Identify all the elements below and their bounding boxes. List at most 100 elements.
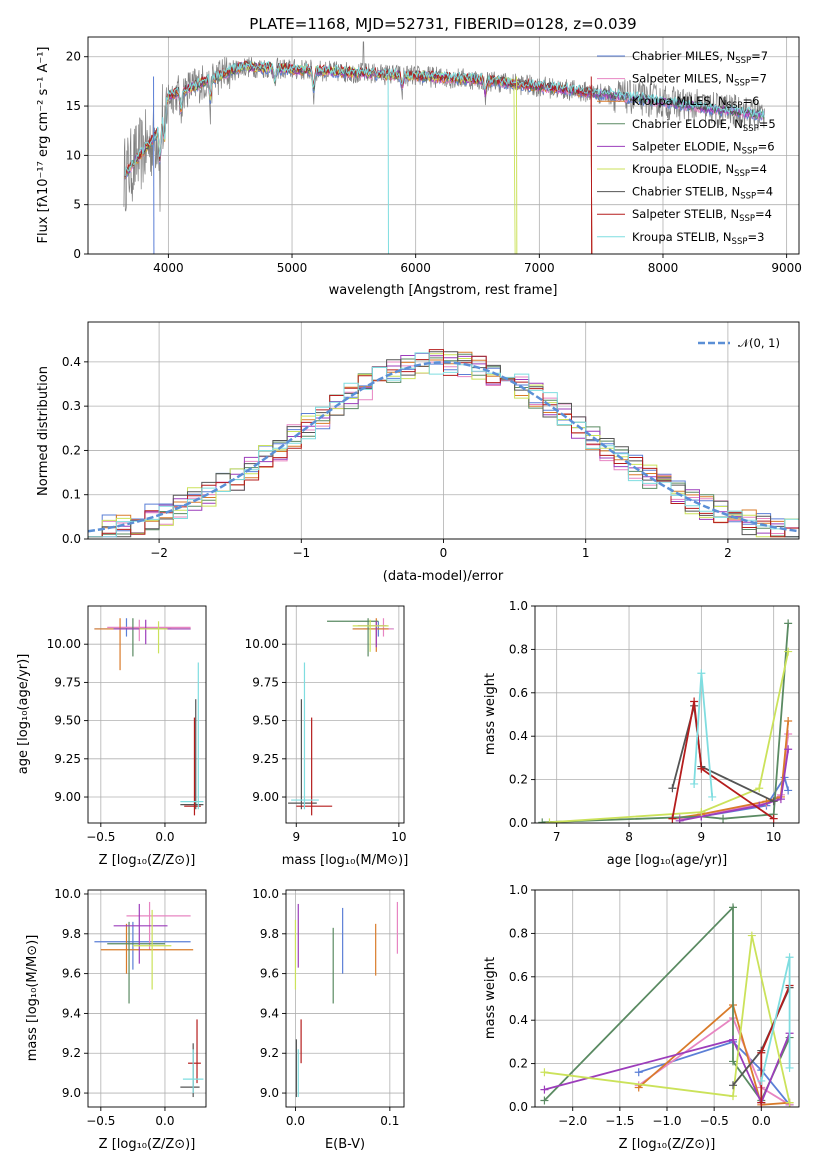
spectrum-legend-name-5: Kroupa ELODIE, N [632, 162, 734, 176]
weight-vs-metallicity-marker-3-2 [729, 1057, 737, 1066]
weight-vs-age-marker-8-2 [708, 792, 717, 801]
wZ-xtick-2: −1.0 [652, 1114, 681, 1128]
spectrum-xtick-5: 9000 [771, 261, 802, 275]
ageM-ytick-4: 10.00 [245, 637, 279, 651]
weight-vs-age-ylabel: mass weight [483, 673, 498, 755]
spectrum-legend-name-2: Kroupa MILES, N [632, 94, 727, 108]
wAge-ytick-2: 0.4 [509, 729, 528, 743]
weight-vs-age-marker-5-2 [755, 784, 764, 793]
spectrum-panel: 4000 5000 6000 7000 8000 9000 0 5 10 15 20 wavelen… [36, 36, 802, 298]
spectrum-legend-label-0: Chabrier MILES, NSSP=7 [632, 49, 768, 66]
wAge-xtick-2: 9 [698, 830, 706, 844]
normal-legend-label: 𝒩(0, 1) [738, 336, 780, 350]
spectrum-legend-eq-6: =4 [756, 185, 773, 199]
residual-histogram-7 [88, 349, 799, 538]
spectrum-legend-label-4: Salpeter ELODIE, NSSP=6 [632, 139, 775, 156]
massZ-xtick-0: −0.5 [86, 1114, 115, 1128]
model-spectrum-5 [124, 61, 516, 254]
spectrum-axes-frame [87, 36, 800, 255]
age-vs-mass-errorbar-7 [296, 717, 333, 816]
age-vs-metallicity-ylabel: age [log₁₀(age/yr)] [16, 654, 31, 775]
spectrum-legend-eq-5: =4 [750, 162, 767, 176]
spectrum-legend-sub-1: SSP [734, 79, 750, 89]
ageZ-ytick-2: 9.50 [54, 714, 81, 728]
residual-panel: −2 −1 0 1 2 0.0 0.1 0.2 0.3 0.4 (data-model)/erro… [36, 321, 800, 584]
massZ-ytick-4: 9.8 [62, 927, 81, 941]
mass-vs-metallicity-errorbar-7 [188, 1019, 201, 1084]
resid-ytick-1: 0.1 [62, 488, 81, 502]
resid-xtick-4: 2 [724, 546, 732, 560]
spectrum-legend-eq-1: =7 [750, 72, 767, 86]
age-vs-metallicity-panel: −0.5 0.0 9.00 9.25 9.50 9.75 10.00 Z [log₁₀(Z/… [16, 605, 207, 868]
wAge-xtick-0: 7 [553, 830, 561, 844]
resid-ytick-2: 0.2 [62, 443, 81, 457]
spectrum-ytick-1: 5 [73, 198, 81, 212]
resid-xtick-1: −1 [292, 546, 310, 560]
age-vs-mass-errorbar-5 [352, 619, 389, 652]
spectrum-legend-sub-7: SSP [739, 214, 755, 224]
weight-vs-metallicity-marker-5-0 [540, 1068, 549, 1077]
mass-vs-ebv-xlabel: E(B-V) [325, 1137, 365, 1152]
weight-vs-age-xlabel: age [log₁₀(age/yr)] [607, 853, 728, 868]
ageZ-xtick-0: −0.5 [86, 830, 115, 844]
massE-ytick-3: 9.6 [260, 967, 279, 981]
spectrum-legend-name-3: Chabrier ELODIE, N [632, 117, 743, 131]
age-vs-mass-errorbar-8 [291, 662, 319, 810]
spectrum-legend-eq-3: =5 [759, 117, 776, 131]
massZ-ytick-0: 9.0 [62, 1086, 81, 1100]
weight-vs-age-frame [534, 605, 800, 824]
spectrum-legend-sub-4: SSP [742, 146, 758, 156]
spectrum-legend-name-1: Salpeter MILES, N [632, 72, 734, 86]
wZ-ytick-0: 0.0 [509, 1100, 528, 1114]
weight-vs-age-marker-5-3 [784, 647, 793, 656]
weight-vs-age-marker-5-1 [697, 808, 706, 817]
weight-vs-age-marker-3-4 [784, 619, 793, 628]
spectrum-legend-name-4: Salpeter ELODIE, N [632, 139, 742, 153]
age-vs-metallicity-errorbar-4 [113, 619, 191, 645]
ageZ-ytick-3: 9.75 [54, 675, 81, 689]
spectrum-xtick-3: 7000 [524, 261, 555, 275]
massZ-ytick-1: 9.2 [62, 1046, 81, 1060]
weight-vs-metallicity-marker-7-1 [757, 1048, 766, 1057]
weight-vs-metallicity-marker-5-3 [785, 1098, 794, 1107]
residual-xlabel: (data-model)/error [383, 569, 504, 584]
weight-vs-metallicity-marker-3-1 [729, 903, 737, 912]
massZ-ytick-2: 9.4 [62, 1006, 81, 1020]
age-vs-mass-frame [285, 605, 405, 824]
massE-ytick-0: 9.0 [260, 1086, 279, 1100]
weight-vs-metallicity-marker-8-1 [785, 953, 794, 962]
ageZ-ytick-4: 10.00 [47, 637, 81, 651]
model-spectrum-7 [124, 60, 593, 254]
spectrum-xtick-1: 5000 [277, 261, 308, 275]
wAge-xtick-1: 8 [625, 830, 633, 844]
residual-ylabel: Normed distribution [36, 366, 51, 496]
spectrum-legend-sub-3: SSP [743, 124, 759, 134]
spectrum-ylabel: Flux [fλ10⁻¹⁷ erg cm⁻² s⁻¹ A⁻¹] [36, 47, 51, 244]
weight-vs-age-marker-1-4 [784, 730, 793, 739]
mass-vs-metallicity-errorbar-5 [132, 909, 172, 990]
mass-vs-ebv-frame [285, 889, 405, 1108]
wZ-ytick-1: 0.2 [509, 1057, 528, 1071]
weight-vs-metallicity-marker-5-1 [729, 1092, 737, 1101]
weight-vs-metallicity-marker-3-0 [540, 1096, 549, 1105]
wZ-xtick-3: −0.5 [700, 1114, 729, 1128]
mass-vs-metallicity-errorbar-2 [100, 923, 194, 974]
ageM-ytick-3: 9.75 [252, 675, 279, 689]
massE-xtick-0: 0.0 [286, 1114, 305, 1128]
wAge-xtick-3: 10 [766, 830, 781, 844]
wAge-ytick-1: 0.2 [509, 773, 528, 787]
age-vs-mass-xlabel: mass [log₁₀(M/M⊙)] [282, 853, 409, 868]
resid-ytick-0: 0.0 [62, 532, 81, 546]
wZ-xtick-0: −2.0 [558, 1114, 587, 1128]
weight-vs-metallicity-marker-8-0 [757, 1076, 766, 1085]
wAge-ytick-4: 0.8 [509, 642, 528, 656]
massE-ytick-5: 10.0 [252, 887, 279, 901]
weight-vs-age-marker-3-0 [538, 818, 547, 823]
age-vs-metallicity-xlabel: Z [log₁₀(Z/Z⊙)] [99, 853, 196, 868]
massE-xtick-1: 0.1 [380, 1114, 399, 1128]
weight-vs-metallicity-marker-5-2 [747, 931, 756, 940]
spectrum-legend-sub-5: SSP [734, 169, 750, 179]
massZ-ytick-5: 10.0 [54, 887, 81, 901]
